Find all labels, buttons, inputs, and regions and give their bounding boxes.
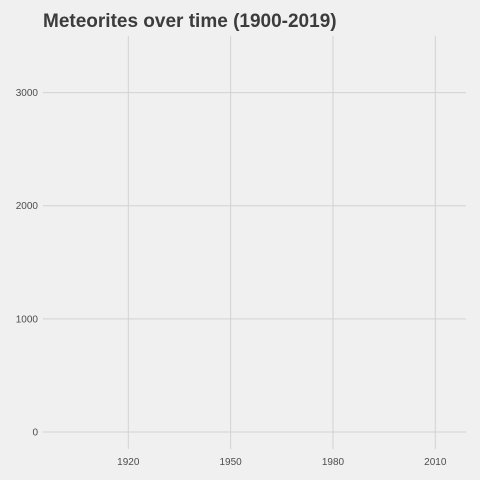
x-tick-label: 2010 <box>424 457 447 468</box>
x-tick-label: 1950 <box>219 457 242 468</box>
y-tick-label: 3000 <box>16 88 39 99</box>
y-axis-tick-labels: 0 1000 2000 3000 <box>16 88 39 438</box>
y-tick-label: 2000 <box>16 201 39 212</box>
y-tick-label: 1000 <box>16 314 39 325</box>
vertical-gridlines <box>127 36 436 449</box>
x-axis-tick-labels: 1920 1950 1980 2010 <box>117 457 447 468</box>
horizontal-gridlines <box>43 92 466 433</box>
x-tick-label: 1980 <box>322 457 345 468</box>
x-tick-label: 1920 <box>117 457 140 468</box>
chart-title: Meteorites over time (1900-2019) <box>43 11 337 32</box>
y-tick-label: 0 <box>32 428 38 439</box>
